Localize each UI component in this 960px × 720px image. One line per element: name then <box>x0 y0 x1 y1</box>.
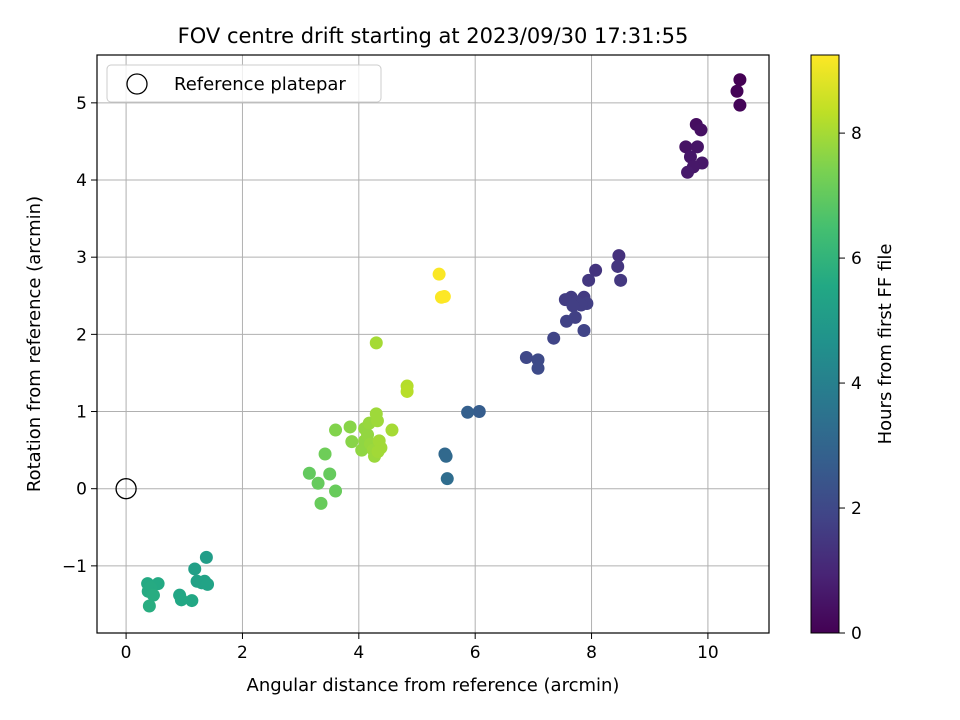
x-axis-label: Angular distance from reference (arcmin) <box>247 675 620 696</box>
data-point <box>589 263 603 277</box>
data-point <box>323 467 337 481</box>
reference-point <box>115 478 137 500</box>
data-point <box>547 331 561 345</box>
data-point <box>614 273 628 287</box>
data-point <box>437 290 451 304</box>
x-tick-label: 10 <box>697 643 719 663</box>
data-point <box>461 405 475 419</box>
data-point <box>577 323 591 337</box>
legend-box <box>106 64 382 103</box>
data-point <box>400 384 414 398</box>
y-tick-label: 0 <box>76 480 87 500</box>
colorbar-tick-label: 2 <box>851 499 862 519</box>
colorbar-gradient <box>810 54 840 634</box>
data-point <box>174 593 188 607</box>
data-point <box>201 577 215 591</box>
data-point <box>519 351 533 365</box>
data-point <box>302 466 316 480</box>
data-point <box>146 588 160 602</box>
data-point <box>185 594 199 608</box>
x-axis-ticks: 0 2 4 6 8 10 <box>121 633 719 663</box>
x-tick-label: 2 <box>237 643 248 663</box>
data-point <box>730 84 744 98</box>
data-point <box>371 445 385 459</box>
colorbar-tick-label: 6 <box>851 249 862 269</box>
data-points <box>115 73 747 613</box>
data-point <box>582 273 596 287</box>
data-point <box>311 476 325 490</box>
data-point <box>318 447 332 461</box>
data-point <box>560 314 574 328</box>
y-axis-label: Rotation from reference (arcmin) <box>24 196 45 492</box>
y-tick-label: 1 <box>76 403 87 423</box>
data-point <box>566 299 580 313</box>
data-point <box>369 336 383 350</box>
data-point <box>694 123 708 137</box>
data-point <box>345 435 359 449</box>
data-point <box>681 165 695 179</box>
data-point <box>432 267 446 281</box>
y-tick-label: 3 <box>76 248 87 268</box>
x-tick-label: 0 <box>121 643 132 663</box>
grid-lines <box>97 55 769 633</box>
y-axis-ticks: −1 0 1 2 3 4 5 <box>62 94 97 577</box>
data-point <box>531 361 545 375</box>
legend: Reference platepar <box>106 64 382 103</box>
data-point <box>188 562 202 576</box>
data-point <box>343 420 357 434</box>
data-point <box>329 423 343 437</box>
data-point <box>683 150 697 164</box>
chart-title: FOV centre drift starting at 2023/09/30 … <box>178 24 689 48</box>
data-point <box>199 550 213 564</box>
y-tick-label: 2 <box>76 325 87 345</box>
legend-marker-circle <box>126 73 148 95</box>
y-tick-label: 5 <box>76 94 87 114</box>
y-tick-label: −1 <box>62 557 87 577</box>
colorbar-label: Hours from first FF file <box>875 244 896 445</box>
x-tick-label: 4 <box>353 643 364 663</box>
colorbar-tick-label: 4 <box>851 374 862 394</box>
data-point <box>679 140 693 154</box>
colorbar-tick-label: 8 <box>851 124 862 144</box>
x-tick-label: 8 <box>586 643 597 663</box>
data-point <box>733 98 747 112</box>
colorbar-tick-label: 0 <box>851 624 862 644</box>
data-point <box>612 249 626 263</box>
data-point <box>440 472 454 486</box>
data-point <box>314 496 328 510</box>
colorbar: 0 2 4 6 8 Hours from first FF file <box>810 54 896 644</box>
data-point <box>439 449 453 463</box>
data-point <box>733 73 747 87</box>
plot-frame <box>96 54 770 634</box>
legend-label: Reference platepar <box>174 74 346 95</box>
data-point <box>385 423 399 437</box>
data-point <box>690 140 704 154</box>
data-point <box>142 599 156 613</box>
x-tick-label: 6 <box>470 643 481 663</box>
data-point <box>611 259 625 273</box>
y-tick-label: 4 <box>76 171 87 191</box>
data-point <box>472 405 486 419</box>
colorbar-ticks: 0 2 4 6 8 <box>839 124 862 644</box>
data-point <box>370 414 384 428</box>
data-point <box>329 484 343 498</box>
